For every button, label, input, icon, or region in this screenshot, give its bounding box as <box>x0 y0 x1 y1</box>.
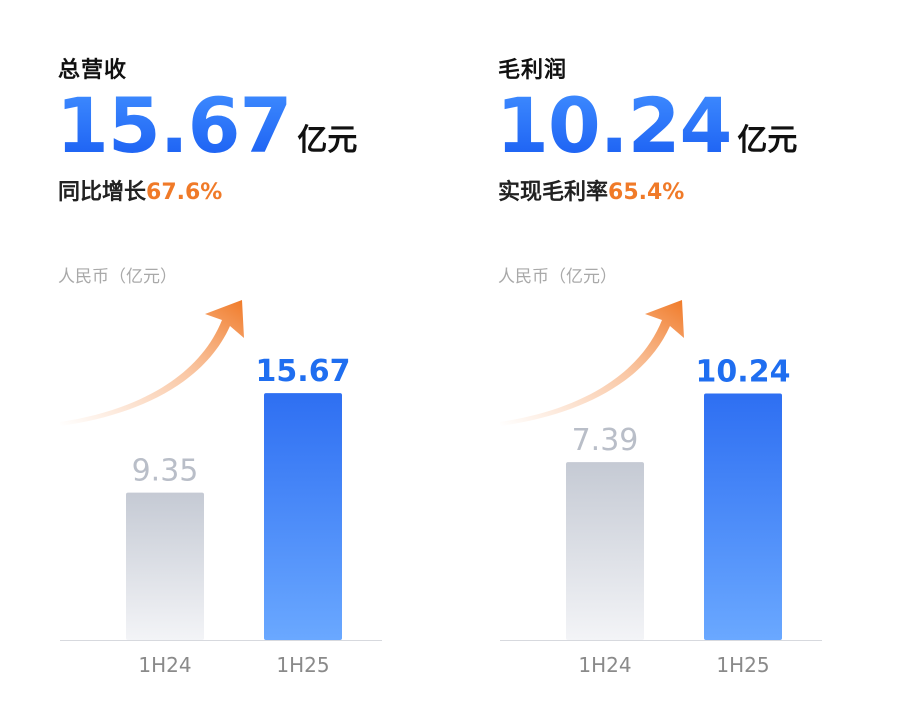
revenue-panel: 总营收 15.67 亿元 同比增长67.6% 人民币（亿元） 9.35 1H24 15… <box>0 0 430 720</box>
x-tick-label: 1H24 <box>138 653 191 677</box>
headline-figure: 15.67 亿元 <box>56 88 357 164</box>
axis-unit-label: 人民币（亿元） <box>58 267 177 287</box>
growth-text: 同比增长 <box>58 180 147 205</box>
margin-line: 实现毛利率65.4% <box>498 174 684 206</box>
x-tick-label: 1H25 <box>716 653 769 677</box>
metric-title: 总营收 <box>58 58 128 83</box>
axis-unit-label: 人民币（亿元） <box>498 267 617 287</box>
bar-1h25 <box>264 393 342 640</box>
metric-title: 毛利润 <box>498 58 568 83</box>
headline-number: 10.24 <box>496 81 732 170</box>
bar-value-label: 15.67 <box>256 354 351 389</box>
gross-profit-bar-chart: 7.39 1H24 10.24 1H25 <box>500 300 822 677</box>
headline-unit: 亿元 <box>297 123 358 158</box>
bar-1h24 <box>566 462 644 640</box>
gross-profit-panel: 毛利润 10.24 亿元 实现毛利率65.4% 人民币（亿元） 7.39 1H24 1… <box>440 0 870 720</box>
headline-number: 15.67 <box>56 81 292 170</box>
bar-value-label: 10.24 <box>696 354 791 389</box>
revenue-bar-chart: 9.35 1H24 15.67 1H25 <box>60 300 382 677</box>
x-tick-label: 1H25 <box>276 653 329 677</box>
headline-figure: 10.24 亿元 <box>496 88 797 164</box>
growth-line: 同比增长67.6% <box>58 174 222 206</box>
growth-arrow-icon <box>500 300 684 426</box>
bar-value-label: 9.35 <box>132 454 199 489</box>
bar-1h24 <box>126 492 204 640</box>
x-tick-label: 1H24 <box>578 653 631 677</box>
bar-1h25 <box>704 393 782 640</box>
margin-value: 65.4% <box>608 180 685 205</box>
growth-value: 67.6% <box>146 180 223 205</box>
headline-unit: 亿元 <box>737 123 798 158</box>
margin-text: 实现毛利率 <box>498 180 609 205</box>
growth-arrow-icon <box>60 300 244 426</box>
bar-value-label: 7.39 <box>572 423 639 458</box>
